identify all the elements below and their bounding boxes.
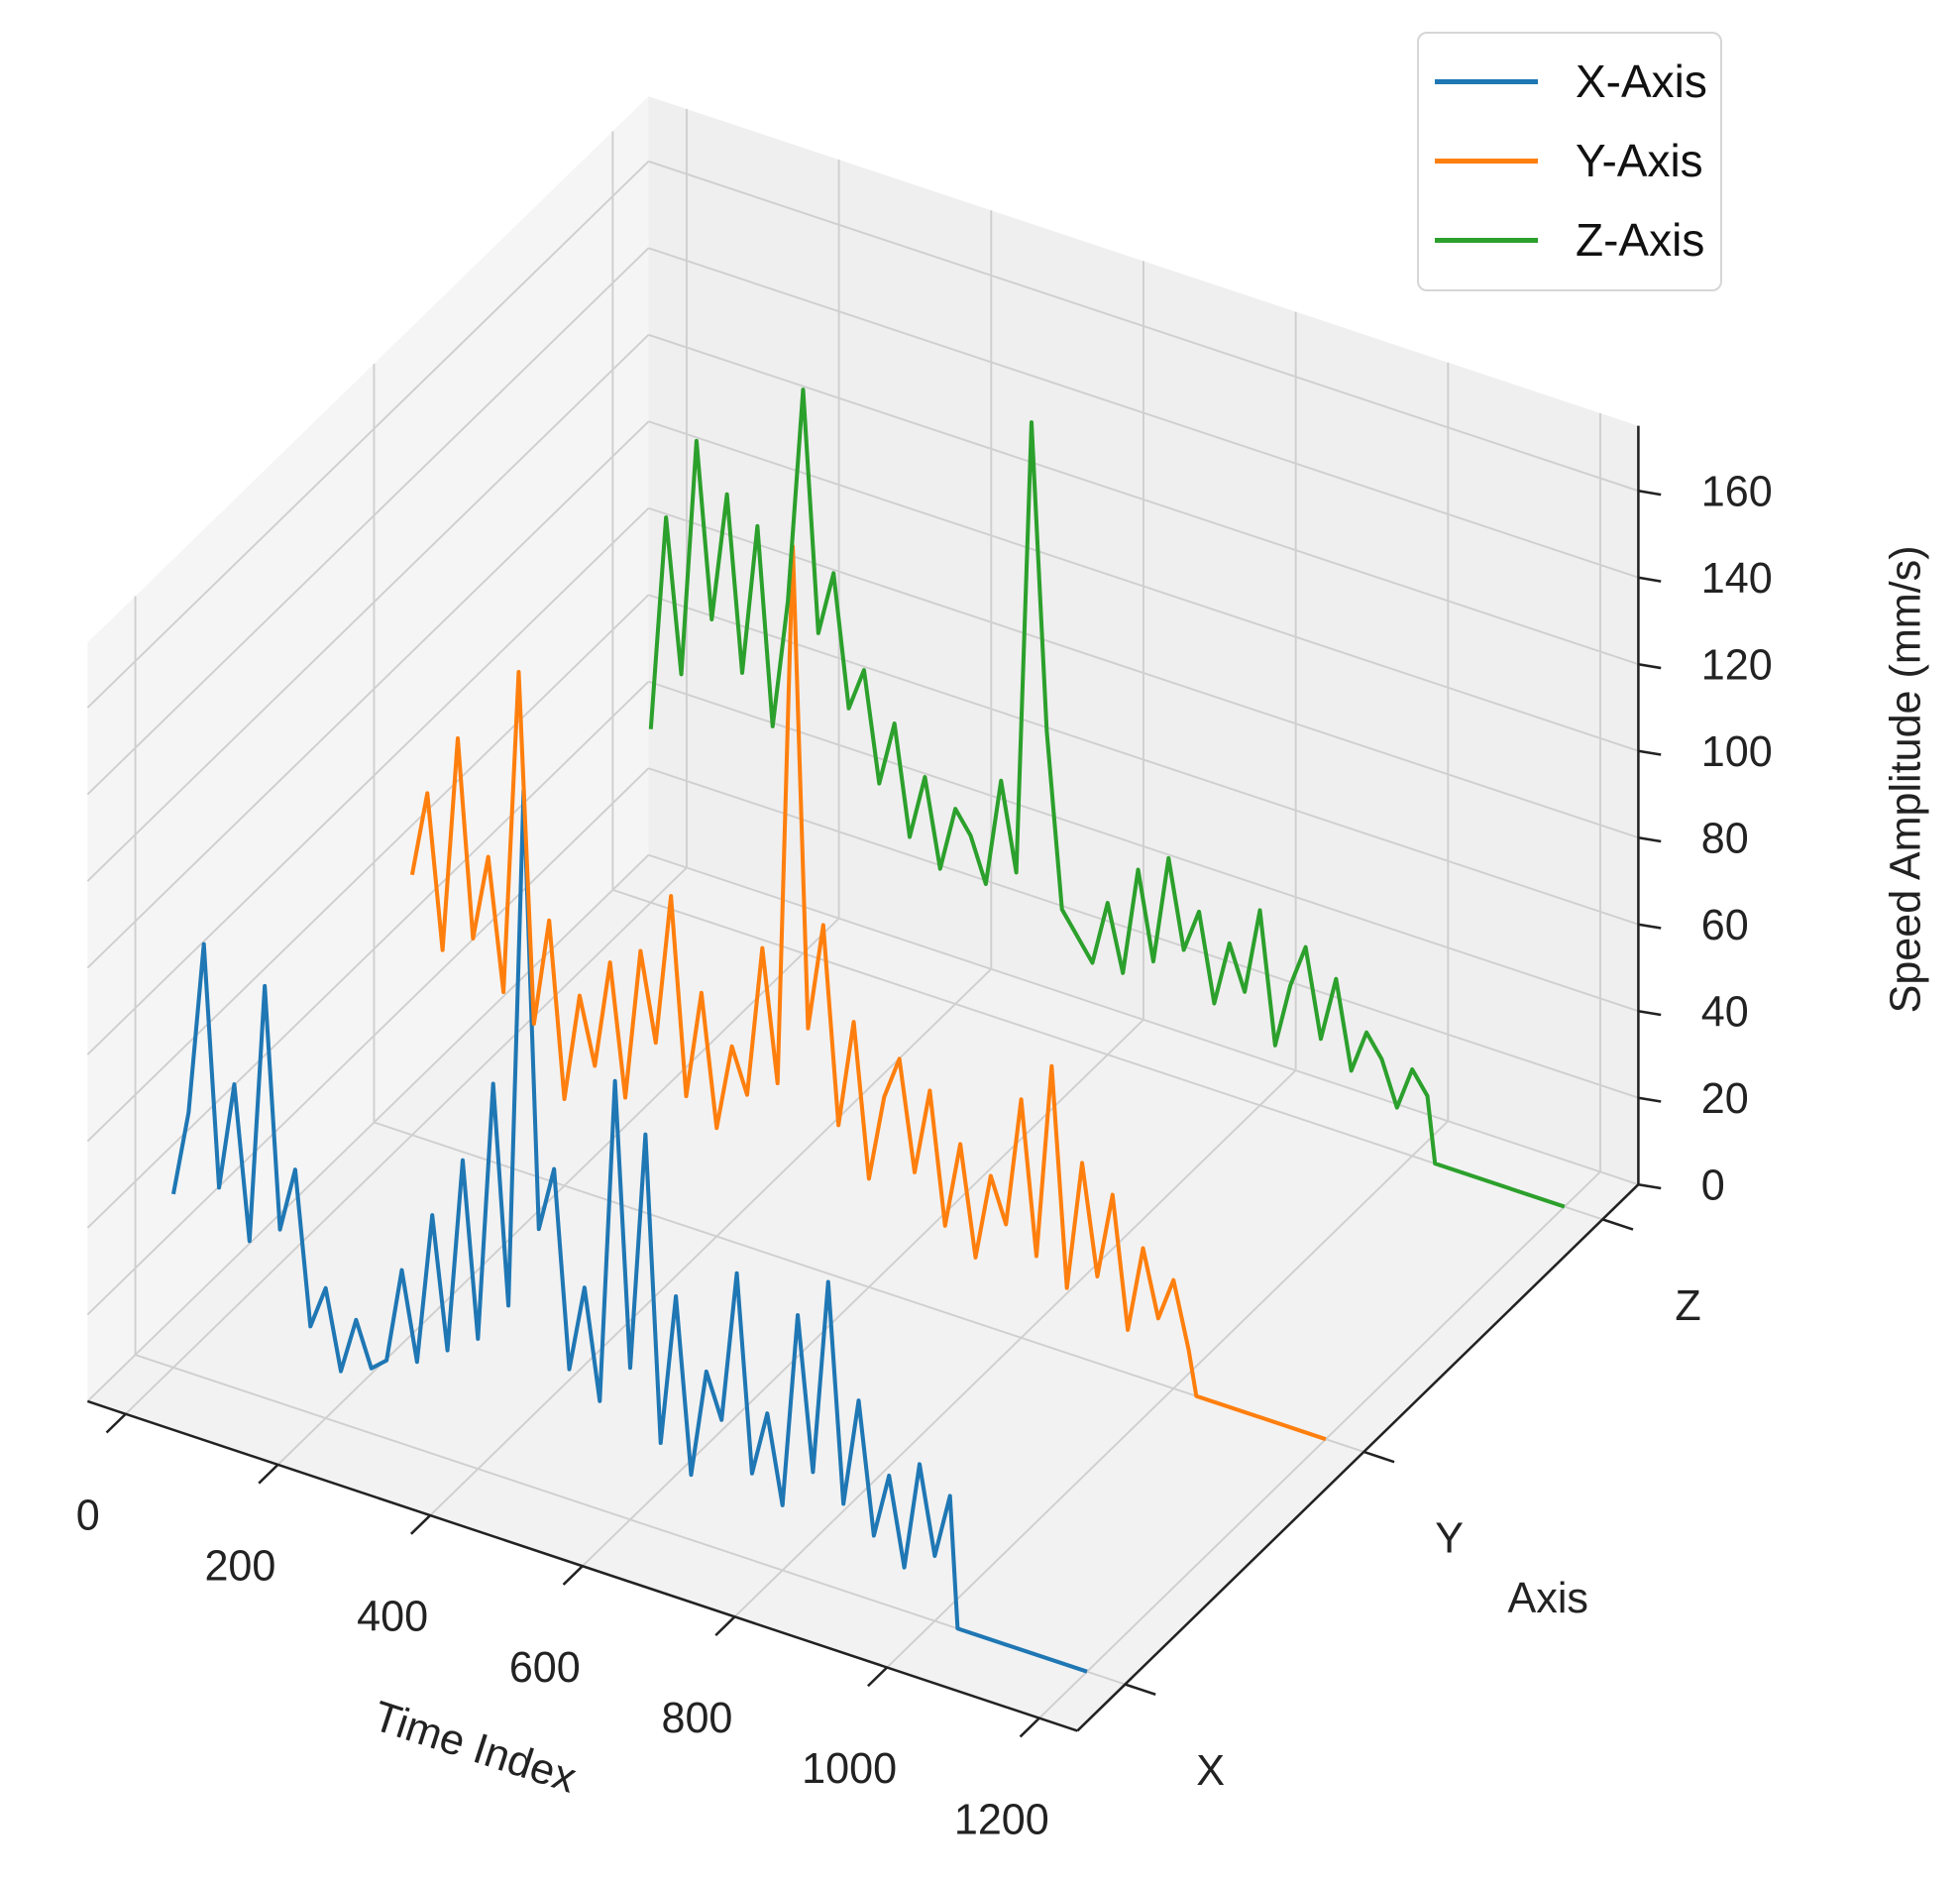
grid-line (648, 853, 1639, 1186)
y-tick (1362, 1450, 1395, 1464)
x-tick (1019, 1717, 1040, 1738)
grid-line (86, 161, 650, 709)
grid-line (648, 333, 1639, 666)
z-tick (1638, 835, 1662, 843)
grid-line (1038, 1170, 1601, 1719)
grid-line (86, 420, 650, 969)
grid-line (886, 1120, 1449, 1669)
y-axis-label: Axis (1508, 1575, 1588, 1622)
z-tick-label: 40 (1701, 988, 1749, 1036)
x-tick-label: 800 (661, 1695, 732, 1742)
z-tick (1638, 1096, 1662, 1103)
z-tick-label: 80 (1701, 815, 1749, 862)
legend-label: Y-Axis (1576, 135, 1703, 186)
y-tick (1125, 1683, 1156, 1696)
grid-line (648, 247, 1639, 579)
y-tick-label: X (1196, 1747, 1225, 1795)
x-tick-label: 1000 (802, 1745, 897, 1793)
z-tick-label: 60 (1701, 902, 1749, 949)
z-tick-label: 140 (1701, 555, 1773, 603)
data-lines (170, 388, 1566, 1674)
z-tick (1638, 749, 1662, 756)
z-tick-label: 120 (1701, 641, 1773, 689)
y-tick-label: Z (1675, 1282, 1700, 1330)
grid-line (733, 1069, 1297, 1618)
x-tick-label: 200 (204, 1543, 275, 1591)
grid-line (86, 854, 650, 1402)
z-tick (1638, 490, 1662, 497)
legend-label: X-Axis (1576, 55, 1707, 107)
z-tick-label: 160 (1701, 468, 1773, 515)
x-tick (562, 1565, 584, 1586)
grid-line (86, 767, 650, 1316)
grid-line (276, 917, 840, 1466)
x-tick (867, 1666, 889, 1688)
tick-labels: 0 200 400 600 800 1000 1200 X Y Z 0 20 40 60 80 100 120 1… (76, 468, 1773, 1843)
x-axis-label: Time Index (368, 1693, 583, 1803)
z-tick-label: 0 (1701, 1162, 1725, 1209)
grid-line (86, 594, 650, 1143)
legend: X-Axis Y-Axis Z-Axis (1417, 32, 1722, 291)
x-tick (409, 1514, 432, 1535)
grid-line (86, 247, 650, 796)
z-axis-label: Speed Amplitude (mm/s) (1882, 545, 1929, 1013)
legend-item-x-axis: X-Axis (1435, 52, 1707, 111)
x-tick-label: 1200 (954, 1796, 1049, 1843)
grid-line (648, 680, 1639, 1013)
legend-swatch (1435, 237, 1538, 243)
grid-line (86, 334, 650, 882)
series-line-x-axis (170, 788, 1088, 1674)
x-tick (258, 1463, 279, 1485)
z-tick (1638, 663, 1662, 670)
z-tick (1638, 1009, 1662, 1017)
x-tick-label: 600 (509, 1644, 581, 1692)
z-tick-label: 20 (1701, 1075, 1749, 1123)
z-tick (1638, 1182, 1662, 1190)
series-line-y-axis (409, 544, 1327, 1442)
legend-item-z-axis: Z-Axis (1435, 210, 1704, 270)
x-tick (714, 1615, 736, 1637)
axis-lines (86, 425, 1662, 1738)
x-tick-label: 0 (76, 1492, 100, 1539)
grid-line (648, 594, 1639, 926)
z-tick-label: 100 (1701, 728, 1773, 776)
series-line-z-axis (648, 388, 1566, 1209)
x-tick-label: 400 (357, 1594, 428, 1641)
legend-label: Z-Axis (1576, 214, 1705, 266)
left-pane (87, 96, 649, 1401)
legend-swatch (1435, 158, 1538, 164)
x-tick (105, 1412, 127, 1434)
grid-line (648, 767, 1639, 1099)
y-tick-label: Y (1435, 1514, 1464, 1562)
z-tick (1638, 923, 1662, 930)
y-tick (1601, 1218, 1634, 1231)
grid-line (86, 681, 650, 1229)
y-axis-line (1076, 1183, 1640, 1732)
grid-line (648, 420, 1639, 752)
z-tick (1638, 576, 1662, 583)
grid-line (125, 866, 688, 1415)
grid-line (648, 160, 1639, 493)
legend-swatch (1435, 78, 1538, 84)
legend-item-y-axis: Y-Axis (1435, 131, 1703, 190)
grid-line (86, 507, 650, 1055)
